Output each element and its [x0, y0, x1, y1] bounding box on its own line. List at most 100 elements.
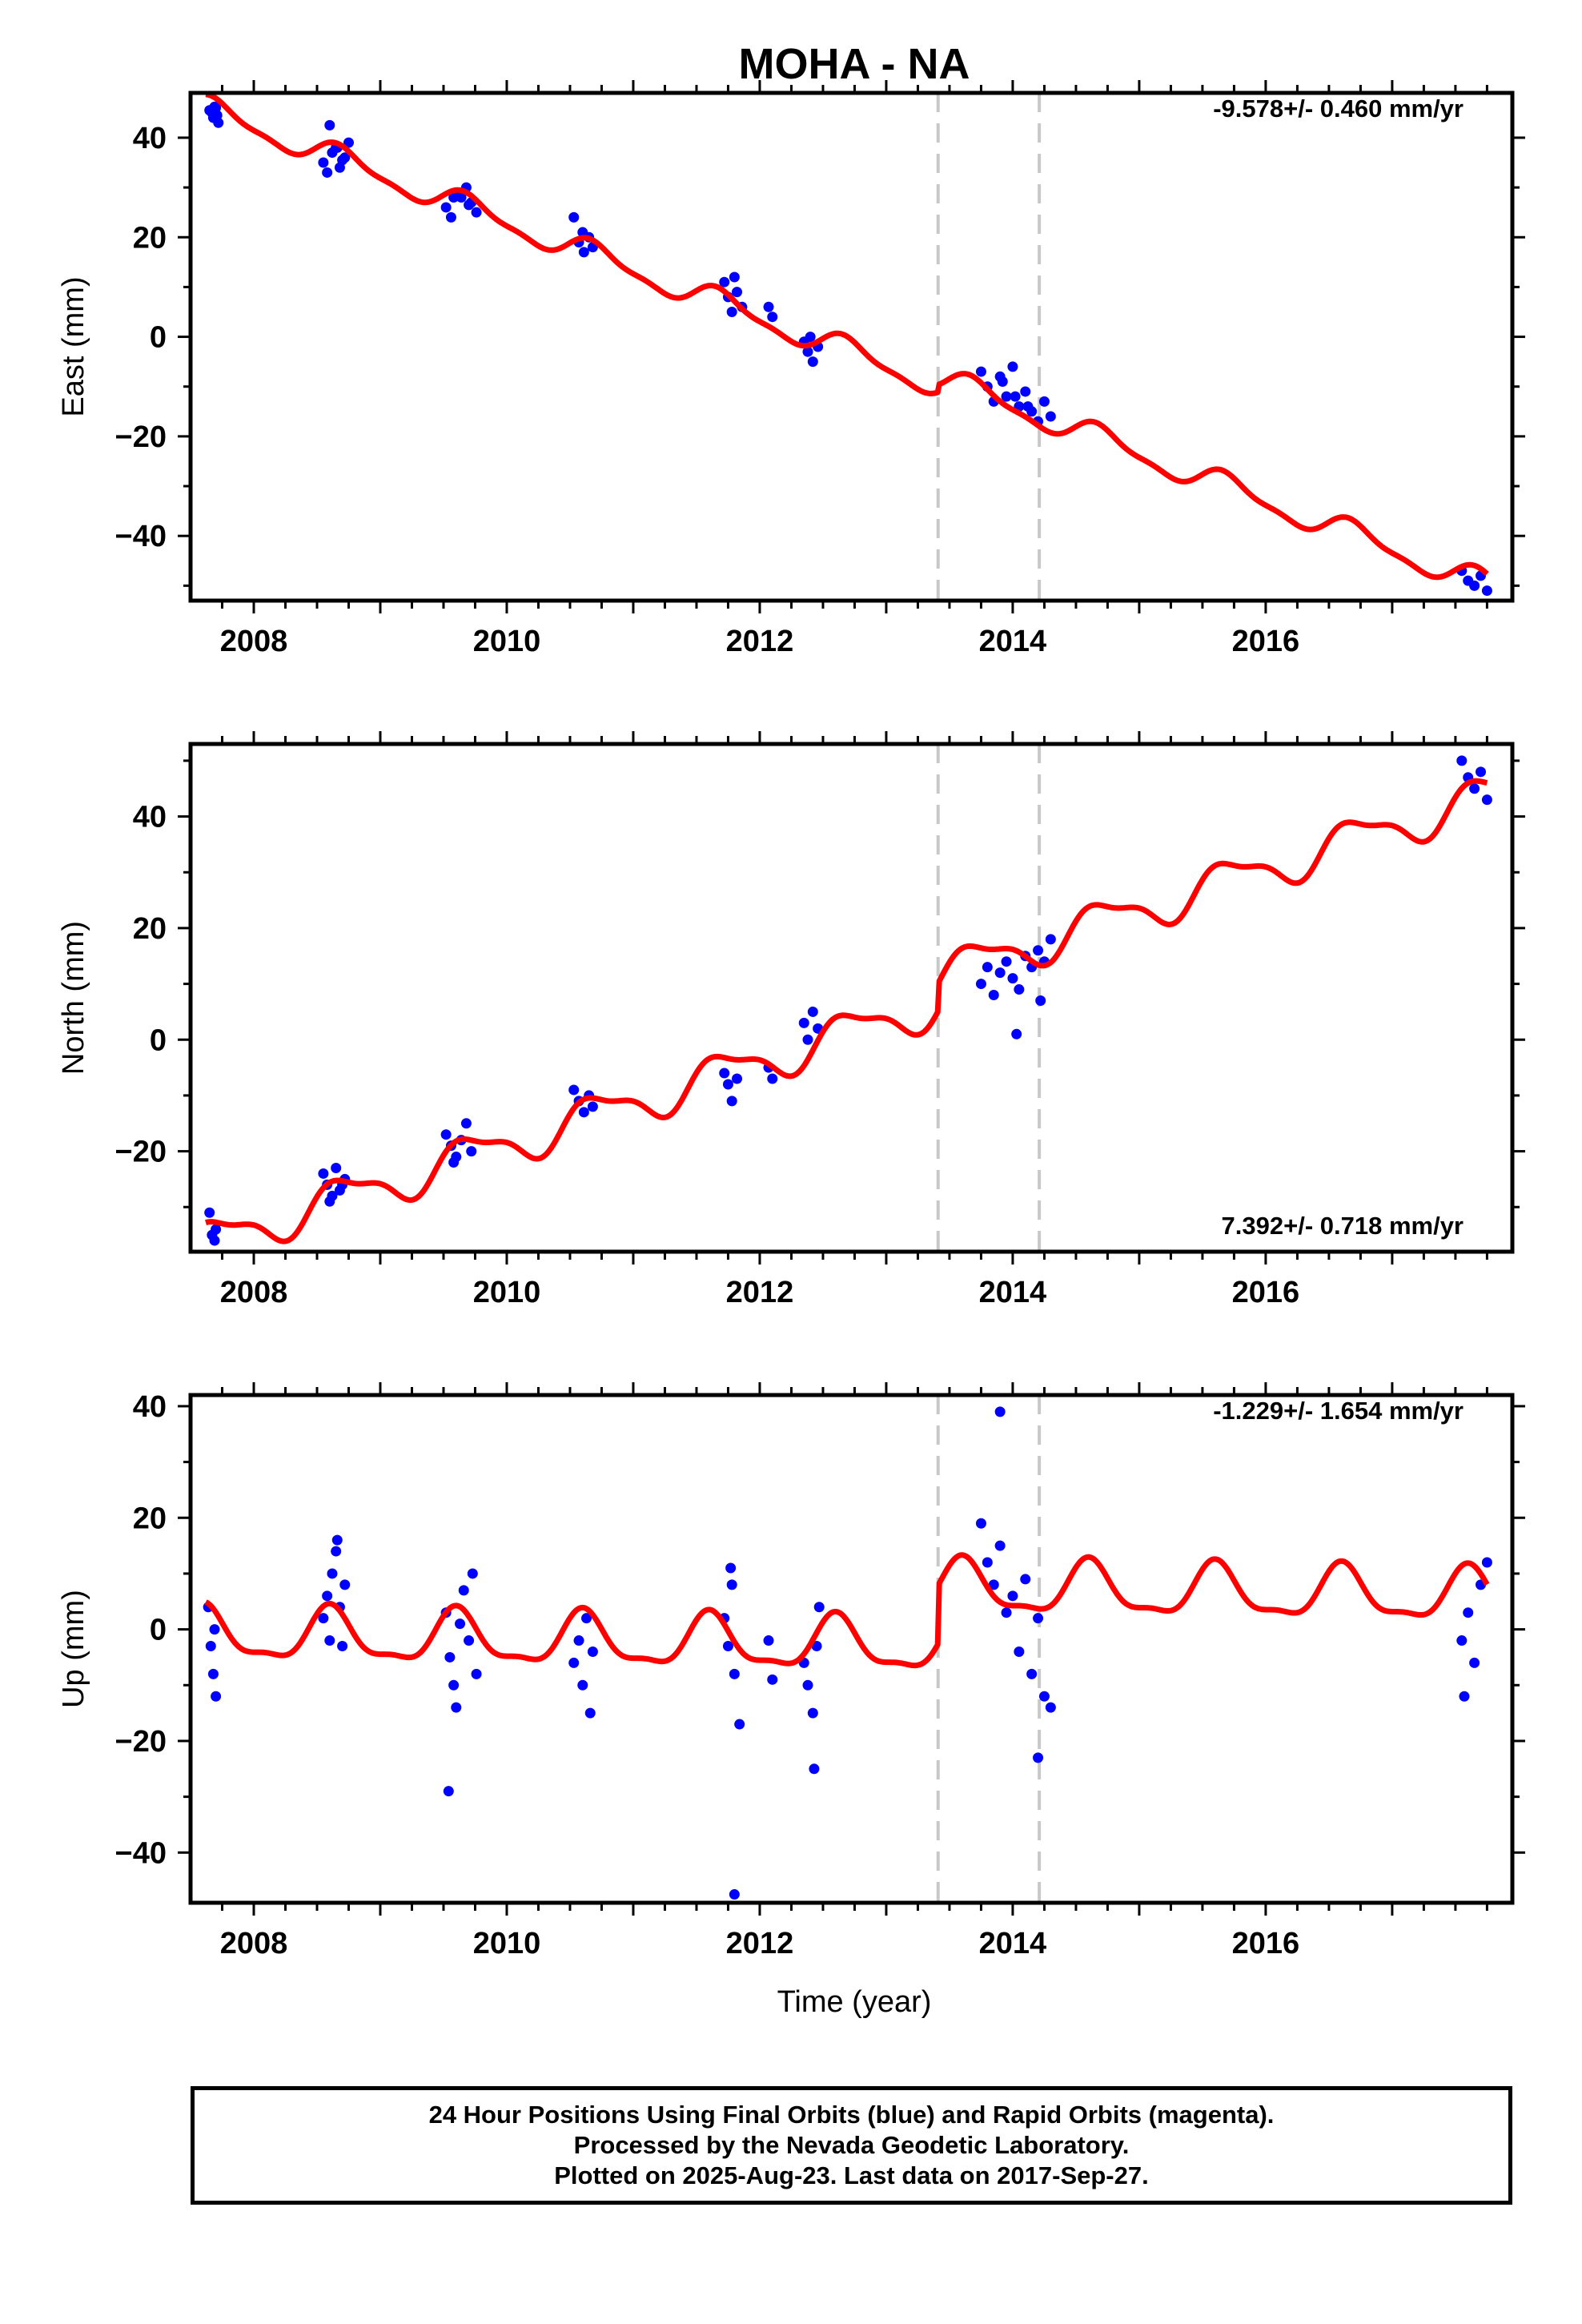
- x-tick-label: 2016: [1232, 1927, 1300, 1960]
- data-point: [725, 1562, 737, 1574]
- data-point: [763, 301, 774, 312]
- data-point: [209, 101, 220, 112]
- data-point: [322, 1590, 333, 1602]
- y-axis-title: East (mm): [57, 276, 90, 416]
- data-point: [455, 1618, 466, 1630]
- footer-line-3: Plotted on 2025-Aug-23. Last data on 201…: [554, 2161, 1149, 2189]
- data-point: [729, 271, 740, 283]
- data-point: [807, 356, 818, 368]
- y-tick-label: 40: [133, 1390, 167, 1424]
- data-point: [1456, 1635, 1468, 1647]
- x-axis-title: Time (year): [777, 1985, 932, 2019]
- data-point: [318, 157, 329, 168]
- data-point: [464, 199, 475, 211]
- data-point: [1001, 391, 1012, 402]
- data-point: [1014, 1646, 1025, 1657]
- data-point: [1481, 585, 1492, 597]
- data-point: [1007, 1590, 1018, 1602]
- data-point: [460, 1118, 472, 1129]
- data-point: [451, 1702, 462, 1713]
- data-point: [578, 247, 589, 258]
- data-point: [577, 1679, 588, 1691]
- chart-panels: 2008 2010 2012 2014 2016 −40 −20 0 20 40 East (mm)…: [57, 80, 1525, 1960]
- data-point: [568, 1084, 580, 1096]
- data-point: [1045, 1702, 1056, 1713]
- x-tick-label: 2016: [1232, 1276, 1300, 1309]
- data-point: [444, 1651, 456, 1663]
- data-point: [807, 1707, 818, 1719]
- panel-plot-area: [204, 744, 1492, 1252]
- y-axis-title: North (mm): [57, 921, 90, 1075]
- data-point: [343, 137, 354, 148]
- data-point: [988, 1579, 999, 1590]
- data-point: [1001, 1607, 1012, 1618]
- x-tick-label: 2014: [979, 1927, 1047, 1960]
- x-tick-label: 2010: [473, 1927, 541, 1960]
- data-point: [1481, 794, 1492, 806]
- data-point: [802, 1034, 813, 1045]
- data-point: [1459, 1691, 1470, 1702]
- x-tick-label: 2016: [1232, 625, 1300, 658]
- data-point: [1020, 1574, 1031, 1585]
- data-point: [339, 1579, 351, 1590]
- rate-label: -1.229+/- 1.654 mm/yr: [1213, 1397, 1464, 1425]
- panel-frame: [188, 742, 1515, 1254]
- data-point: [578, 1107, 589, 1118]
- data-point: [994, 1406, 1006, 1417]
- data-point: [1011, 1028, 1022, 1039]
- data-point: [729, 1889, 740, 1900]
- panel-frame: [188, 1393, 1515, 1905]
- data-point: [211, 110, 223, 121]
- data-point: [471, 207, 482, 218]
- data-point: [440, 1129, 452, 1140]
- y-tick-label: 40: [133, 801, 167, 834]
- data-point: [975, 1518, 986, 1529]
- x-tick-label: 2012: [726, 1927, 794, 1960]
- data-point: [1014, 984, 1025, 995]
- data-point: [988, 990, 999, 1001]
- data-point: [322, 167, 333, 178]
- y-tick-label: 40: [133, 122, 167, 155]
- data-point: [331, 1546, 342, 1557]
- data-point: [1038, 1691, 1050, 1702]
- data-point: [726, 1579, 737, 1590]
- data-point: [802, 346, 813, 357]
- panel-up: 2008 2010 2012 2014 2016 −40 −20 0 20 40 Up (mm) -1…: [57, 1382, 1525, 1960]
- data-point: [1481, 1557, 1492, 1568]
- data-point: [209, 1624, 220, 1635]
- data-point: [997, 376, 1008, 388]
- chart-title: MOHA - NA: [739, 40, 970, 88]
- y-tick-label: 0: [150, 1614, 167, 1647]
- panel-north: 2008 2010 2012 2014 2016 −20 0 20 40 North (mm) 7.…: [57, 731, 1525, 1309]
- x-tick-label: 2010: [473, 625, 541, 658]
- data-point: [466, 1146, 477, 1157]
- data-point: [1476, 766, 1487, 778]
- y-tick-label: −40: [115, 1836, 167, 1870]
- data-point: [813, 1602, 825, 1613]
- data-point: [1007, 973, 1018, 984]
- data-point: [1033, 1752, 1044, 1763]
- data-point: [209, 1235, 220, 1246]
- data-point: [458, 1585, 469, 1596]
- data-point: [440, 202, 452, 213]
- data-point: [982, 1557, 993, 1568]
- data-point: [1035, 995, 1046, 1006]
- data-point: [318, 1613, 329, 1624]
- x-tick-label: 2014: [979, 625, 1047, 658]
- data-point: [1022, 401, 1034, 412]
- data-point: [719, 1068, 730, 1079]
- data-point: [975, 979, 986, 990]
- data-point: [807, 1006, 818, 1017]
- panel-frame: [188, 90, 1515, 603]
- y-tick-label: 0: [150, 1023, 167, 1057]
- y-tick-label: 20: [133, 221, 167, 255]
- rate-label: -9.578+/- 0.460 mm/yr: [1213, 94, 1464, 123]
- data-point: [1020, 386, 1031, 397]
- panel-plot-area: [204, 93, 1492, 601]
- rate-label: 7.392+/- 0.718 mm/yr: [1222, 1212, 1464, 1240]
- data-point: [443, 1786, 454, 1797]
- data-point: [767, 1674, 778, 1685]
- data-point: [809, 1763, 820, 1775]
- data-point: [207, 1668, 219, 1679]
- data-point: [1010, 391, 1021, 402]
